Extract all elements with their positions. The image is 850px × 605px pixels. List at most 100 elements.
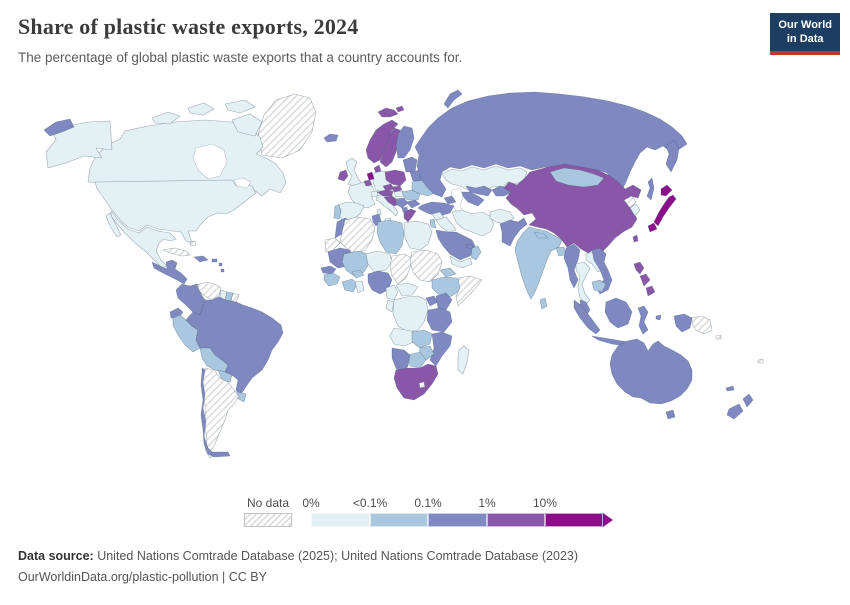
country-somalia[interactable]	[455, 275, 483, 307]
country-mongolia[interactable]	[549, 167, 605, 188]
country-vietnam[interactable]	[591, 247, 613, 295]
country-ghana[interactable]	[354, 280, 365, 294]
country-pakistan[interactable]	[499, 217, 528, 247]
country-botswana[interactable]	[407, 351, 427, 369]
country-colombia[interactable]	[175, 283, 206, 316]
country-greece[interactable]	[403, 208, 417, 223]
country-turkey[interactable]	[417, 201, 455, 217]
country-mozambique[interactable]	[429, 331, 453, 367]
owid-logo[interactable]: Our World in Data	[770, 13, 840, 55]
country-iceland[interactable]	[323, 133, 339, 143]
country-cameroon[interactable]	[385, 284, 399, 301]
country-angola[interactable]	[389, 327, 417, 347]
country-philippines[interactable]	[633, 261, 656, 297]
country-new-caledonia[interactable]	[725, 385, 735, 392]
country-solomon-islands[interactable]	[715, 334, 722, 340]
country-mali[interactable]	[341, 250, 371, 277]
country-eritrea[interactable]	[439, 267, 457, 278]
country-sri-lanka[interactable]	[539, 297, 548, 310]
country-austria[interactable]	[376, 189, 394, 197]
legend-segment-4[interactable]	[545, 513, 603, 527]
country-uae[interactable]	[465, 243, 474, 250]
country-chad[interactable]	[389, 253, 413, 285]
country-netherlands[interactable]	[366, 171, 375, 181]
country-iran[interactable]	[451, 209, 495, 237]
legend-no-data-swatch[interactable]	[244, 513, 292, 527]
country-papua-new-guinea[interactable]	[691, 315, 713, 335]
country-greenland[interactable]	[257, 93, 317, 159]
country-fiji[interactable]	[757, 358, 764, 364]
country-north-korea[interactable]	[623, 195, 637, 209]
country-guinea[interactable]	[323, 272, 341, 287]
country-usa[interactable]	[45, 120, 257, 244]
country-algeria[interactable]	[339, 216, 376, 256]
country-niger[interactable]	[365, 250, 393, 273]
country-burkina-faso[interactable]	[351, 269, 365, 279]
country-france[interactable]	[347, 181, 376, 209]
country-brazil[interactable]	[185, 296, 284, 397]
legend-segment-1[interactable]	[370, 513, 428, 527]
country-libya[interactable]	[376, 219, 405, 255]
country-australia[interactable]	[609, 338, 693, 420]
country-finland[interactable]	[395, 125, 415, 159]
page-title: Share of plastic waste exports, 2024	[18, 14, 359, 39]
country-serbia[interactable]	[395, 197, 409, 209]
country-drc[interactable]	[392, 295, 429, 333]
country-japan[interactable]	[647, 184, 677, 233]
country-turkmenistan[interactable]	[461, 191, 485, 207]
country-bolivia[interactable]	[199, 347, 229, 373]
country-congo-gabon[interactable]	[385, 299, 395, 313]
country-western-sahara[interactable]	[324, 237, 341, 253]
country-new-zealand[interactable]	[726, 393, 754, 420]
country-venezuela[interactable]	[196, 281, 222, 301]
country-uk[interactable]	[345, 157, 363, 187]
license-line[interactable]: OurWorldinData.org/plastic-pollution | C…	[18, 570, 267, 585]
country-thailand[interactable]	[575, 261, 591, 305]
country-poland[interactable]	[384, 169, 407, 187]
country-baltic-states[interactable]	[402, 156, 418, 173]
country-mexico[interactable]	[105, 210, 177, 269]
legend-segment-0[interactable]	[311, 513, 370, 527]
country-egypt[interactable]	[403, 220, 433, 251]
country-ivory-coast[interactable]	[341, 278, 358, 293]
country-sudan[interactable]	[409, 249, 443, 283]
country-tanzania[interactable]	[426, 307, 453, 333]
country-indonesia[interactable]	[573, 297, 693, 347]
country-iraq[interactable]	[435, 216, 457, 233]
country-south-africa[interactable]	[393, 363, 439, 401]
country-levant[interactable]	[429, 218, 437, 229]
country-central-african-republic[interactable]	[395, 282, 419, 297]
country-china[interactable]	[503, 163, 642, 254]
country-slovakia[interactable]	[391, 185, 403, 193]
country-india[interactable]	[514, 226, 563, 300]
country-myanmar[interactable]	[563, 243, 581, 289]
country-lesotho[interactable]	[418, 381, 426, 389]
country-madagascar[interactable]	[457, 345, 470, 375]
country-central-america[interactable]	[151, 259, 188, 285]
country-argentina[interactable]	[201, 367, 240, 459]
country-norway[interactable]	[365, 105, 405, 164]
country-russia[interactable]	[43, 89, 688, 201]
country-oman[interactable]	[470, 245, 482, 261]
country-caucasus[interactable]	[443, 195, 457, 205]
country-cambodia[interactable]	[591, 279, 607, 293]
country-senegal[interactable]	[320, 265, 337, 275]
country-hispaniola[interactable]	[193, 255, 209, 263]
country-puerto-rico[interactable]	[211, 258, 218, 263]
country-cuba[interactable]	[162, 247, 191, 257]
country-bulgaria[interactable]	[405, 199, 421, 209]
country-bahamas[interactable]	[189, 240, 197, 247]
country-portugal[interactable]	[333, 204, 342, 220]
country-zambia[interactable]	[411, 329, 433, 349]
country-chile[interactable]	[200, 367, 231, 458]
legend-segment-2[interactable]	[428, 513, 487, 527]
country-taiwan[interactable]	[632, 234, 639, 243]
country-kazakhstan[interactable]	[441, 165, 528, 191]
country-kenya[interactable]	[435, 292, 453, 311]
legend-segment-3[interactable]	[487, 513, 545, 527]
country-lesser-antilles[interactable]	[218, 262, 225, 273]
country-yemen[interactable]	[449, 255, 473, 269]
country-south-korea[interactable]	[629, 203, 641, 217]
country-ireland[interactable]	[337, 169, 349, 182]
country-nepal[interactable]	[533, 231, 549, 239]
